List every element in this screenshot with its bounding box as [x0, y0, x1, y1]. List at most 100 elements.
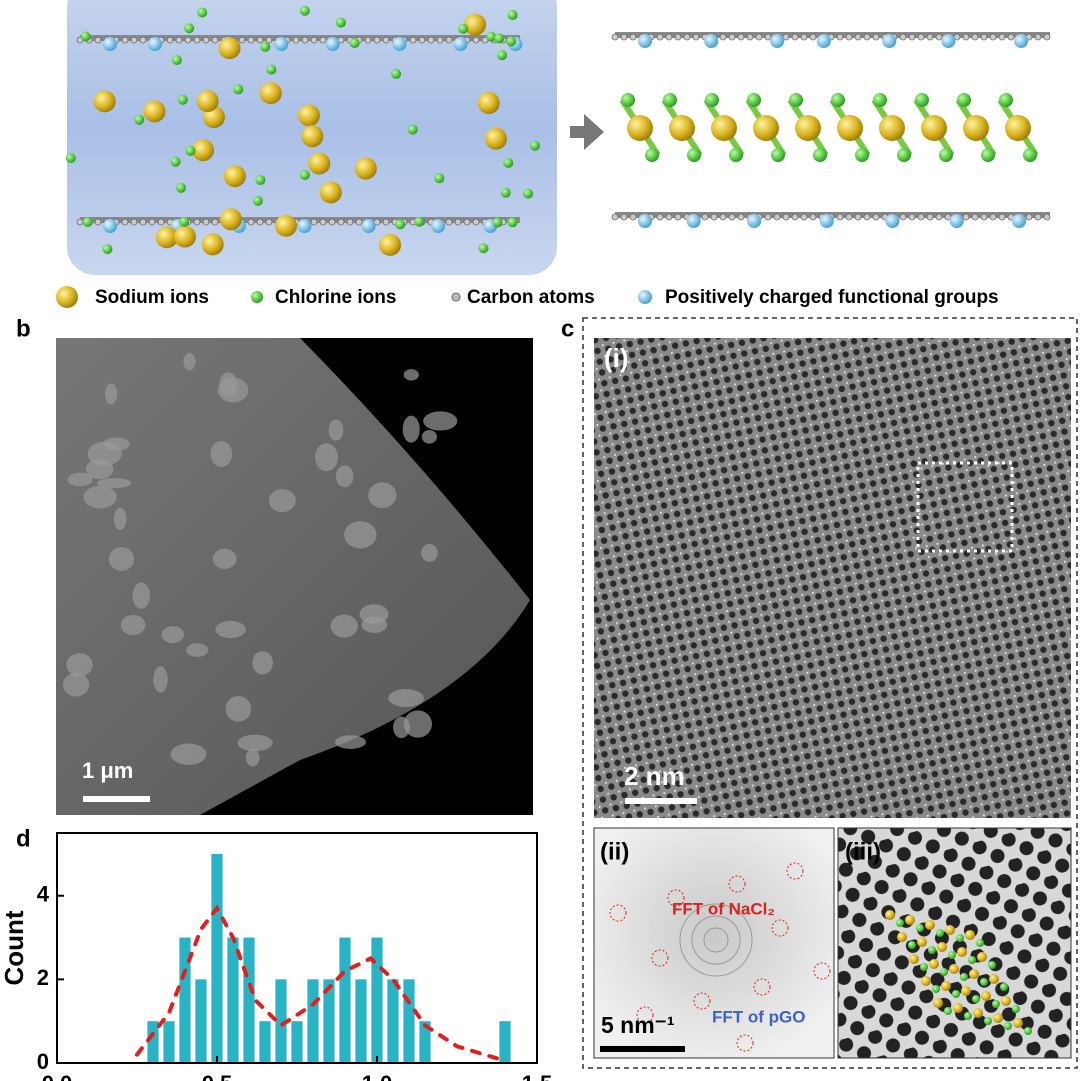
carbon-atom	[184, 36, 192, 44]
atom-overlay	[885, 910, 1032, 1035]
sodium	[953, 1003, 963, 1013]
carbon-atom	[463, 218, 471, 226]
bar	[339, 937, 351, 1063]
sodium	[945, 925, 955, 935]
histogram: 0 2 4 0.0 0.5 1.0 1.5	[37, 832, 552, 1081]
cation	[148, 37, 163, 51]
fft-spots	[609, 862, 831, 1052]
chlorine	[414, 216, 425, 227]
sodium	[921, 976, 931, 986]
carbon-atom	[872, 33, 880, 41]
cation	[274, 37, 289, 51]
chlorine	[948, 951, 956, 959]
bar	[307, 979, 319, 1063]
carbon-atom	[1034, 33, 1042, 41]
carbon-atom	[719, 33, 727, 41]
particle	[421, 543, 438, 562]
sodium	[308, 152, 331, 175]
sodium	[477, 92, 500, 115]
carbon-atom	[193, 218, 201, 226]
carbon-atom	[809, 33, 817, 41]
y-tick-label: 0	[37, 1049, 49, 1074]
carbon-atom	[899, 33, 907, 41]
chlorine	[407, 124, 418, 135]
particle	[170, 743, 207, 765]
carbon-atom	[193, 36, 201, 44]
fft-spot	[651, 949, 669, 967]
texture	[62, 352, 458, 767]
bar	[419, 1021, 431, 1063]
particle	[252, 651, 273, 675]
particle	[120, 614, 146, 636]
fit-curve	[135, 904, 501, 1061]
chlorine	[928, 946, 936, 954]
sodium	[192, 139, 215, 162]
chlorine	[507, 10, 518, 21]
carbon-atom	[710, 213, 718, 221]
bar	[211, 853, 223, 1063]
legend-icon	[56, 286, 78, 308]
cation	[704, 34, 719, 48]
cation	[103, 37, 117, 51]
sodium	[218, 37, 241, 60]
carbon-atom	[782, 33, 790, 41]
chlorine	[500, 187, 511, 198]
chlorine	[395, 219, 406, 230]
bar	[243, 937, 255, 1063]
particle	[245, 748, 260, 767]
carbon-atom	[436, 36, 444, 44]
sodium	[669, 115, 695, 141]
chlorine	[976, 939, 984, 947]
particle	[335, 735, 366, 749]
cation	[638, 214, 652, 228]
scale-bar-label: 5 nm⁻¹	[601, 1012, 674, 1038]
carbon-atom	[121, 218, 129, 226]
carbon-atom	[202, 218, 210, 226]
carbon-atom	[319, 218, 327, 226]
chlorine	[896, 919, 904, 927]
chlorine	[932, 985, 940, 993]
sodium	[961, 986, 971, 996]
cation	[770, 34, 785, 48]
legend-icon	[638, 290, 652, 304]
legend-label: Carbon atoms	[467, 287, 595, 308]
bar	[259, 1021, 271, 1063]
carbon-atom	[1043, 213, 1051, 221]
sodium	[627, 115, 653, 141]
carbon-atom	[301, 36, 309, 44]
y-axis-label: Count	[0, 910, 29, 985]
carbon-atom	[917, 213, 925, 221]
chlorine	[299, 170, 310, 181]
cation	[325, 37, 340, 51]
particle	[186, 643, 209, 657]
carbon-atom	[665, 33, 673, 41]
chlorine	[936, 929, 944, 937]
bar	[371, 937, 383, 1063]
sodium	[93, 90, 116, 113]
chlorine	[507, 217, 518, 228]
chlorine	[255, 174, 266, 185]
particle	[183, 352, 196, 371]
sodium	[1001, 996, 1011, 1006]
panel-label: d	[16, 825, 31, 852]
chlorine	[789, 93, 803, 107]
chlorine	[391, 68, 402, 79]
particle	[314, 443, 338, 472]
carbon-atom	[962, 33, 970, 41]
bar	[195, 979, 207, 1063]
carbon-atom	[346, 218, 354, 226]
carbon-atom	[989, 33, 997, 41]
carbon-atom	[692, 33, 700, 41]
particle	[62, 672, 90, 697]
carbon-atom	[265, 218, 273, 226]
fft-ring	[691, 915, 741, 965]
carbon-atom	[809, 213, 817, 221]
carbon-atom	[472, 36, 480, 44]
particle	[219, 372, 238, 397]
chlorine	[349, 38, 360, 49]
sodium	[143, 100, 166, 123]
sodium	[795, 115, 821, 141]
carbon-atom	[863, 33, 871, 41]
chlorine	[184, 23, 195, 34]
sodium	[957, 947, 967, 957]
